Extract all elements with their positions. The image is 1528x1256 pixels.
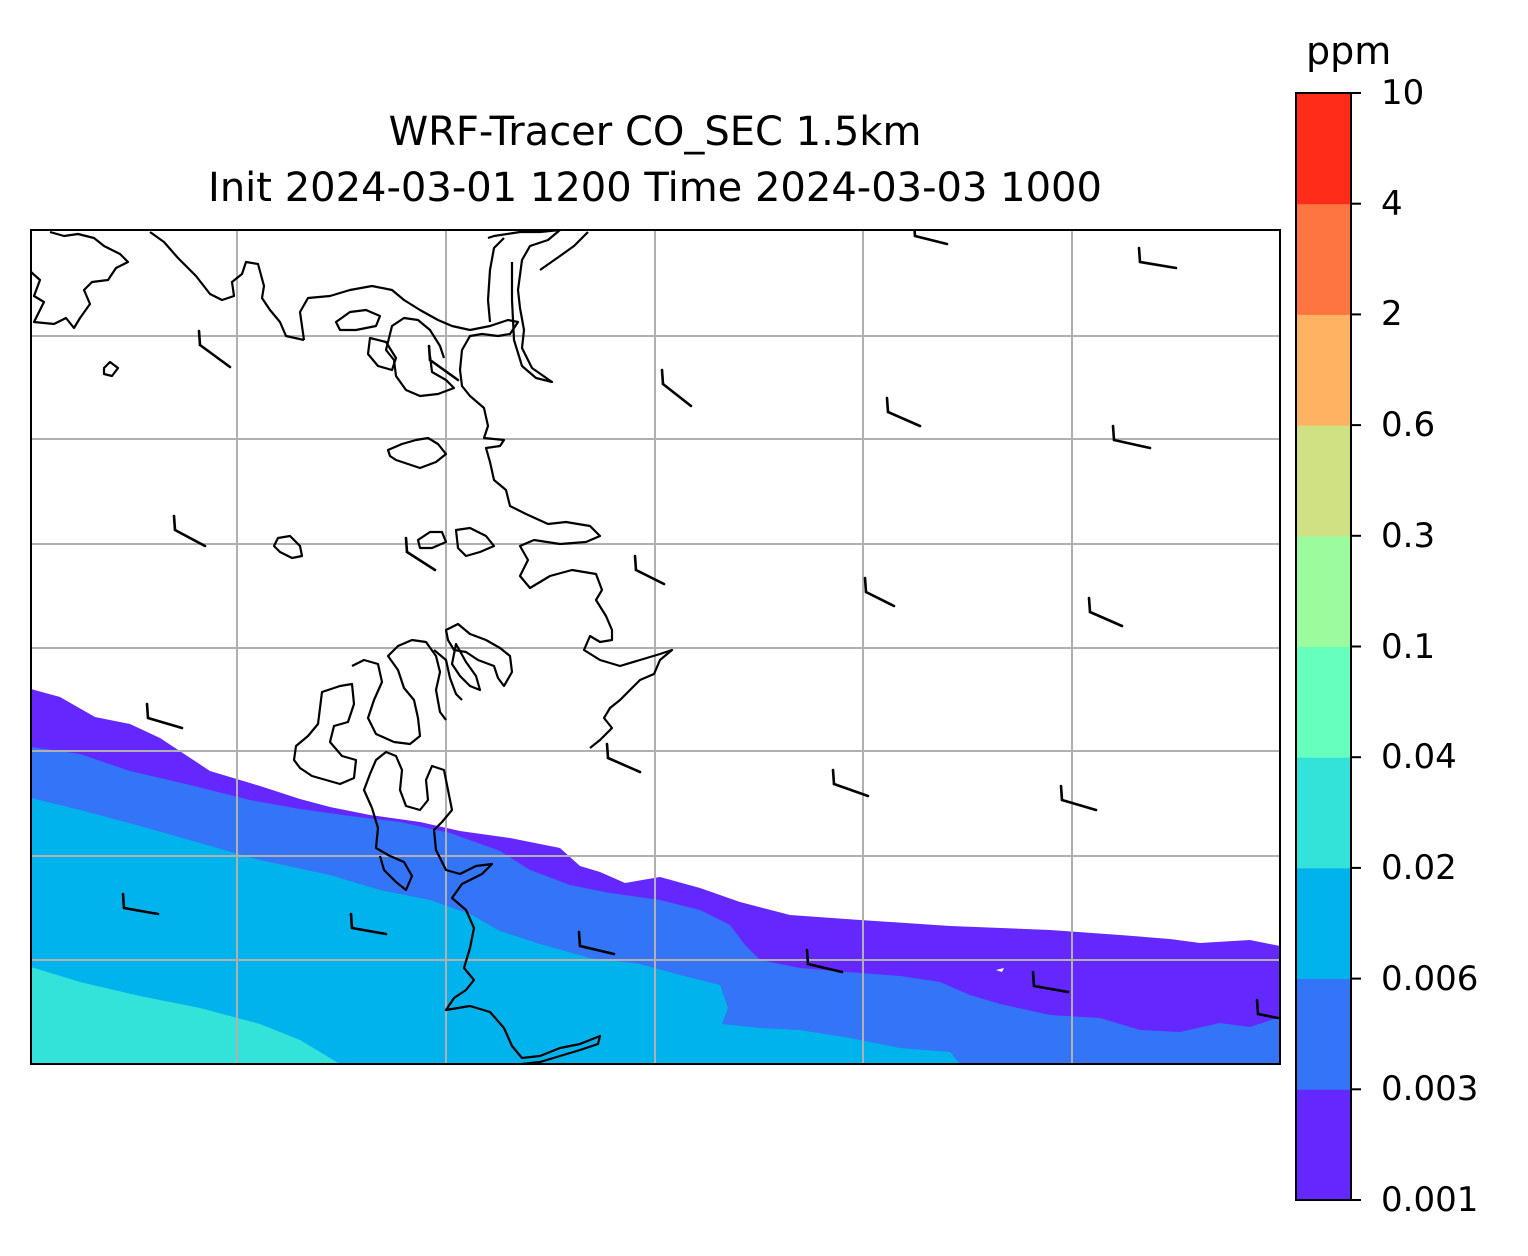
coastline-0 <box>31 230 130 330</box>
coastline-15 <box>444 622 514 688</box>
wind-barb-3 <box>885 396 922 428</box>
contour-band-3 <box>31 967 340 1064</box>
colorbar-tick-label: 4 <box>1381 183 1403 224</box>
coastline-20 <box>433 649 463 701</box>
coastline-11 <box>362 750 602 1064</box>
coastline-3 <box>384 316 456 398</box>
wind-barb-21 <box>1255 998 1280 1020</box>
wind-barb-6 <box>1137 246 1178 270</box>
coastline-16 <box>450 642 482 692</box>
wind-barb-11 <box>1087 596 1124 628</box>
colorbar-tick-label: 10 <box>1381 73 1425 113</box>
coastlines <box>31 230 1004 1064</box>
colorbar-tick-label: 0.001 <box>1381 1180 1479 1220</box>
colorbar-tick-label: 0.6 <box>1381 405 1436 446</box>
title-line-2: Init 2024-03-01 1200 Time 2024-03-03 100… <box>208 165 1102 211</box>
wind-barb-1 <box>427 344 460 382</box>
coastline-13 <box>292 682 358 786</box>
colorbar-tick-label: 0.04 <box>1381 737 1457 778</box>
wind-barb-5 <box>913 230 949 246</box>
wind-barbs <box>121 230 1280 1020</box>
map-frame <box>30 229 1281 1065</box>
colorbar-tick-label: 0.02 <box>1381 847 1457 888</box>
coastline-8 <box>386 436 448 470</box>
coastline-1 <box>149 231 305 342</box>
contour-band-2 <box>31 798 960 1064</box>
colorbar-segment-7 <box>1296 314 1351 426</box>
coastline-10 <box>454 526 496 558</box>
wind-barb-18 <box>577 930 616 956</box>
colorbar-tick-label: 2 <box>1381 294 1403 335</box>
coastline-5 <box>366 336 398 372</box>
coastline-9 <box>416 530 448 550</box>
colorbar-segment-6 <box>1296 425 1351 537</box>
colorbar-tick-label: 0.006 <box>1381 958 1479 999</box>
wind-barb-13 <box>605 742 642 774</box>
wind-barb-17 <box>349 912 388 936</box>
colorbar-segment-5 <box>1296 535 1351 647</box>
coastline-2 <box>298 284 674 749</box>
colorbar-segment-3 <box>1296 757 1351 869</box>
wind-barb-10 <box>863 576 896 608</box>
wind-barb-9 <box>633 554 666 586</box>
coastline-12 <box>370 807 414 892</box>
coastline-19 <box>539 231 589 271</box>
colorbar-segment-9 <box>1296 93 1351 205</box>
coastline-4 <box>334 308 382 332</box>
colorbar-segment-4 <box>1296 646 1351 758</box>
wind-barb-0 <box>197 329 232 369</box>
wind-barb-15 <box>1059 784 1098 812</box>
colorbar-tick-label: 0.3 <box>1381 515 1436 556</box>
title-line-1: WRF-Tracer CO_SEC 1.5km <box>388 109 922 155</box>
colorbar-tick-label: 0.003 <box>1381 1069 1479 1110</box>
colorbar-segment-0 <box>1296 1089 1351 1201</box>
coastline-7 <box>272 534 304 560</box>
wind-barb-12 <box>145 702 184 730</box>
wind-barb-2 <box>660 368 693 408</box>
wind-barb-4 <box>1111 424 1152 450</box>
wind-barb-20 <box>1031 970 1070 994</box>
coastline-6 <box>102 360 120 378</box>
colorbar-segment-1 <box>1296 978 1351 1090</box>
coastline-18 <box>486 237 505 323</box>
colorbar-tick-label: 0.1 <box>1381 626 1436 667</box>
wind-barb-19 <box>805 948 844 974</box>
colorbar-segment-8 <box>1296 203 1351 315</box>
coastline-17 <box>487 230 562 384</box>
small-island <box>996 968 1004 972</box>
colorbar-unit: ppm <box>1306 29 1392 73</box>
colorbar <box>1295 92 1361 1201</box>
wind-barb-14 <box>831 768 870 798</box>
colorbar-segment-2 <box>1296 867 1351 980</box>
wind-barb-7 <box>172 514 207 548</box>
coastline-14 <box>351 638 447 746</box>
map-panel <box>31 230 1280 1064</box>
gridlines <box>31 230 1280 1064</box>
wind-barb-8 <box>404 536 437 572</box>
wind-barb-16 <box>121 892 160 916</box>
